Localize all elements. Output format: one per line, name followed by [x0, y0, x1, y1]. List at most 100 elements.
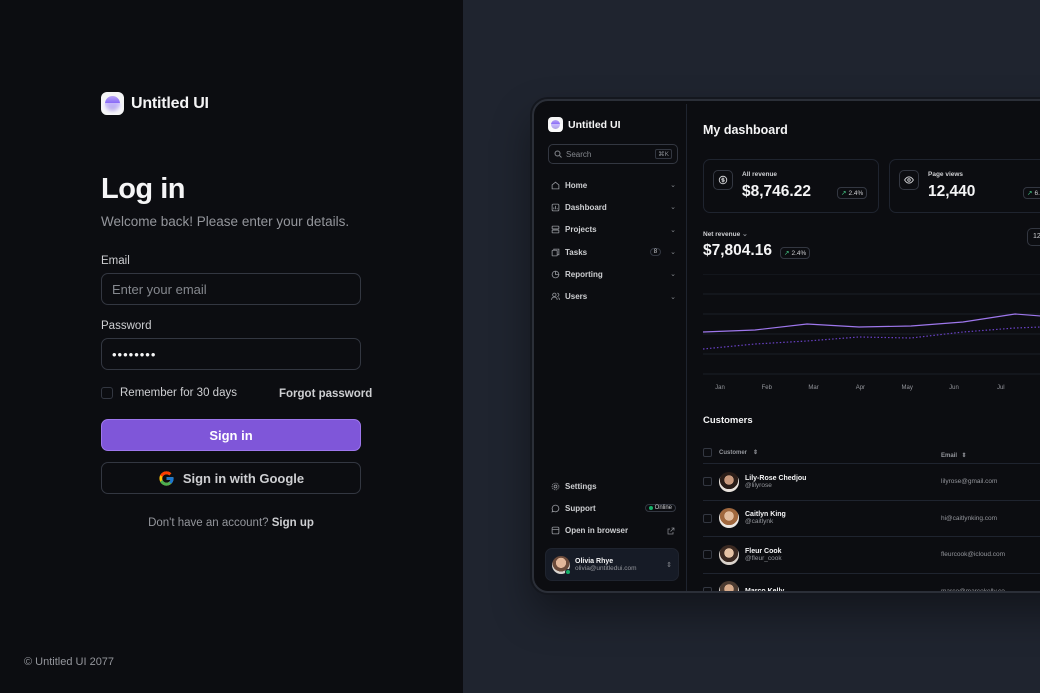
sidebar-item-dashboard[interactable]: Dashboard ⌄ [548, 196, 678, 218]
password-field[interactable] [101, 338, 361, 370]
sidebar-footer-nav: Settings Support Online Open in browser [548, 475, 678, 542]
trend-badge: ↗ 6. [1023, 187, 1040, 199]
column-header-email[interactable]: Email ⇕ [941, 444, 967, 462]
search-placeholder: Search [566, 149, 592, 159]
dashboard-title: My dashboard [703, 123, 788, 137]
column-label: Email [941, 452, 958, 459]
sidebar-item-open-in-browser[interactable]: Open in browser [548, 520, 678, 542]
tasks-badge: 8 [649, 248, 662, 257]
stat-value: $8,746.22 [742, 183, 811, 200]
online-dot [565, 568, 571, 575]
logo-icon [101, 92, 124, 115]
device-frame: Untitled UI Search ⌘K Home ⌄ Dashboar [532, 99, 1040, 593]
remember-checkbox[interactable] [101, 387, 113, 399]
user-info: Olivia Rhye olivia@untitledui.com [575, 558, 661, 572]
x-tick-label: Apr [856, 385, 865, 391]
user-account-card[interactable]: Olivia Rhye olivia@untitledui.com ⇕ [545, 548, 679, 581]
column-header-customer[interactable]: Customer ⇕ [719, 449, 941, 457]
sidebar-item-label: Open in browser [565, 526, 629, 536]
chevron-down-icon: ⌄ [670, 226, 676, 234]
chevron-down-icon: ⌄ [670, 271, 676, 279]
sidebar-item-settings[interactable]: Settings [548, 475, 678, 497]
customer-info: Fleur Cook @fleur_cook [745, 548, 782, 562]
customer-name: Fleur Cook [745, 547, 782, 555]
table-row[interactable]: Fleur Cook @fleur_cook fleurcook@icloud.co… [703, 537, 1040, 574]
google-sign-in-button[interactable]: Sign in with Google [101, 462, 361, 494]
customer-cell: Caitlyn King @caitlynk [719, 508, 941, 529]
trend-value: 2.4% [848, 189, 864, 197]
search-input[interactable]: Search ⌘K [548, 144, 678, 164]
x-tick-label: Jul [997, 385, 1005, 391]
sidebar-item-label: Tasks [565, 247, 588, 257]
dashboard-icon [550, 202, 560, 212]
remember-label: Remember for 30 days [120, 387, 237, 399]
customer-handle: @caitlynk [745, 518, 774, 526]
google-button-label: Sign in with Google [182, 470, 305, 486]
page-subtitle: Welcome back! Please enter your details. [101, 214, 350, 229]
trend-badge: ↗ 2.4% [780, 247, 811, 259]
chevron-selector-icon: ⇕ [666, 561, 672, 569]
row-checkbox[interactable] [703, 477, 712, 487]
user-email: olivia@untitledui.com [575, 564, 637, 572]
select-all-checkbox[interactable] [703, 448, 712, 457]
table-row[interactable]: Marco Kelly marco@marcokelly.co [703, 574, 1040, 591]
sign-in-button[interactable]: Sign in [101, 419, 361, 451]
brand: Untitled UI [101, 92, 209, 115]
sign-up-link[interactable]: Sign up [271, 517, 314, 529]
net-revenue-label[interactable]: Net revenue ⌄ [703, 230, 748, 238]
sidebar-item-users[interactable]: Users ⌄ [548, 285, 678, 307]
preview-panel: Untitled UI Search ⌘K Home ⌄ Dashboar [463, 0, 1040, 693]
chevron-down-icon: ⌄ [742, 231, 748, 238]
sidebar-item-reporting[interactable]: Reporting ⌄ [548, 263, 678, 285]
reporting-icon [550, 269, 560, 279]
sidebar-item-projects[interactable]: Projects ⌄ [548, 219, 678, 241]
currency-icon [713, 170, 733, 190]
avatar [552, 555, 571, 575]
customer-email: fleurcook@icloud.com [941, 551, 1006, 559]
sidebar-item-tasks[interactable]: Tasks 8 ⌄ [548, 241, 678, 263]
forgot-password-link[interactable]: Forgot password [279, 388, 373, 400]
row-checkbox[interactable] [703, 550, 712, 560]
no-account-text: Don't have an account? [148, 517, 269, 529]
row-checkbox[interactable] [703, 513, 712, 523]
password-label: Password [101, 320, 152, 332]
chevron-down-icon: ⌄ [670, 182, 676, 190]
sidebar-item-label: Settings [565, 481, 597, 491]
net-revenue-value: $7,804.16 [703, 242, 772, 259]
trend-value: 2.4% [791, 249, 807, 257]
status-label: Online [654, 505, 672, 512]
status-badge: Online [644, 504, 676, 513]
row-checkbox[interactable] [703, 586, 712, 591]
sidebar-item-support[interactable]: Support Online [548, 497, 678, 519]
sidebar-item-label: Users [565, 292, 588, 302]
period-select[interactable]: 12 [1027, 228, 1040, 246]
sort-icon: ⇕ [753, 450, 759, 456]
customer-email: lilyrose@gmail.com [941, 478, 998, 486]
table-row[interactable]: Lily-Rose Chedjou @lilyrose lilyrose@gmail… [703, 464, 1040, 501]
gear-icon [550, 481, 560, 491]
dashboard-screen: Untitled UI Search ⌘K Home ⌄ Dashboar [537, 104, 1040, 591]
x-tick-label: May [902, 385, 913, 391]
trend-up-icon: ↗ [1027, 190, 1033, 197]
email-field[interactable] [101, 273, 361, 305]
search-shortcut: ⌘K [655, 149, 672, 159]
sidebar-item-label: Projects [565, 225, 597, 235]
customer-cell: Fleur Cook @fleur_cook [719, 544, 941, 565]
x-tick-label: Mar [808, 385, 818, 391]
table-row[interactable]: Caitlyn King @caitlynk hi@caitlynking.com [703, 501, 1040, 537]
online-dot [648, 506, 653, 511]
trend-up-icon: ↗ [841, 190, 847, 197]
table-header: Customer ⇕ Email ⇕ [703, 442, 1040, 464]
brand-name: Untitled UI [131, 94, 209, 112]
x-tick-label: Jan [715, 385, 725, 391]
external-link-icon [666, 526, 676, 536]
sidebar-item-home[interactable]: Home ⌄ [548, 174, 678, 196]
table-body: Lily-Rose Chedjou @lilyrose lilyrose@gmail… [703, 464, 1040, 591]
customer-name: Marco Kelly [745, 588, 784, 591]
customer-cell: Lily-Rose Chedjou @lilyrose [719, 471, 941, 492]
sidebar-brand-name: Untitled UI [568, 118, 621, 131]
logo-icon [548, 117, 563, 132]
search-icon [554, 150, 562, 158]
chevron-down-icon: ⌄ [670, 293, 676, 301]
net-revenue-chart: Jan Feb Mar Apr May Jun Jul [703, 274, 1040, 391]
